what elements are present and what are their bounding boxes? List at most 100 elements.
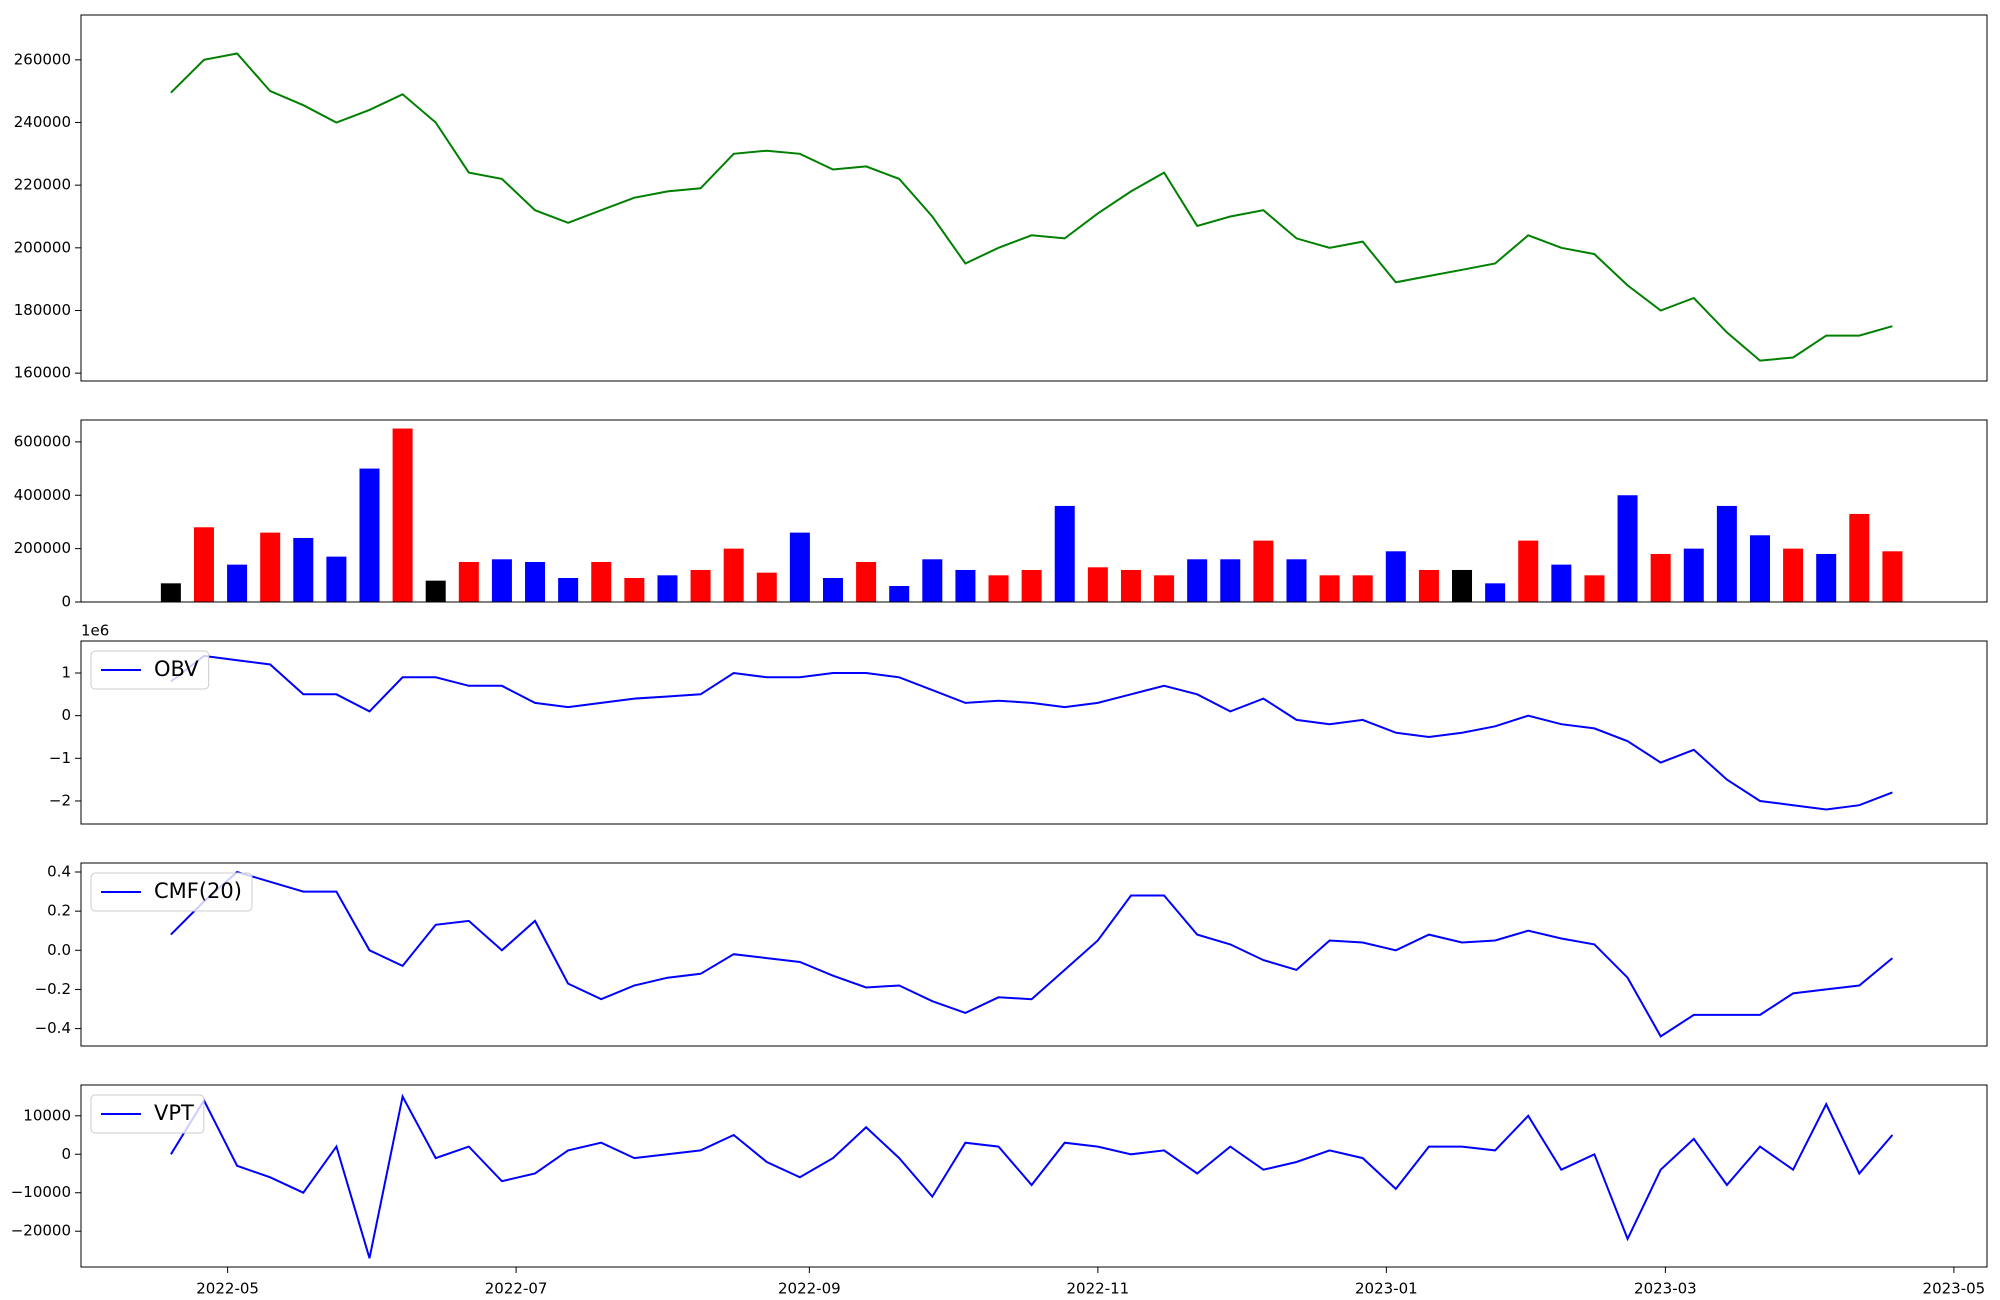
volume-bar (1683, 548, 1704, 602)
volume-bar (1783, 548, 1804, 602)
y-tick-label: 10000 (23, 1106, 71, 1124)
volume-bar (955, 569, 976, 602)
volume-bar (1154, 575, 1175, 602)
volume-bar (193, 527, 214, 602)
volume-bar (1054, 505, 1075, 602)
y-tick-label: 220000 (14, 176, 71, 194)
series-line (170, 870, 1894, 1038)
volume-bar (1551, 564, 1572, 602)
volume-bar (789, 532, 810, 602)
volume-bar (293, 537, 314, 602)
x-tick-label: 2022-05 (196, 1280, 259, 1298)
volume-bar (1452, 569, 1473, 602)
volume-bar (491, 559, 512, 602)
volume-bar (756, 572, 777, 602)
volume-bar (1418, 569, 1439, 602)
volume-bar (525, 561, 546, 602)
x-tick-label: 2022-11 (1067, 1280, 1130, 1298)
volume-bar (1021, 569, 1042, 602)
volume-bar (624, 577, 645, 602)
volume-bar (1220, 559, 1241, 602)
volume-bar (359, 468, 380, 602)
volume-bar (458, 561, 479, 602)
y-tick-label: 0.2 (47, 902, 71, 920)
y-tick-label: 0 (61, 593, 71, 611)
legend-box (90, 650, 210, 690)
volume-bar (1584, 575, 1605, 602)
volume-bar (1716, 505, 1737, 602)
volume-bar (1849, 513, 1870, 602)
legend-box (90, 872, 253, 912)
x-tick-label: 2023-01 (1355, 1280, 1418, 1298)
volume-bar (1518, 540, 1539, 602)
x-tick-label: 2023-05 (1923, 1280, 1986, 1298)
volume-bar (1882, 551, 1903, 602)
series-line (170, 52, 1893, 362)
volume-bar (1385, 551, 1406, 602)
y-tick-label: 200000 (14, 238, 71, 256)
volume-bar (690, 569, 711, 602)
volume-bar (1253, 540, 1274, 602)
axes-frame (80, 14, 1988, 382)
volume-bar (160, 583, 181, 602)
y-tick-label: −0.4 (35, 1019, 71, 1037)
x-tick-label: 2023-03 (1634, 1280, 1697, 1298)
y-tick-label: 240000 (14, 113, 71, 131)
y-tick-label: 400000 (14, 486, 71, 504)
volume-bar (1617, 495, 1638, 602)
volume-bar (1319, 575, 1340, 602)
volume-bar (1650, 553, 1671, 602)
volume-bar (889, 585, 910, 602)
y-tick-label: 180000 (14, 301, 71, 319)
y-tick-label: −0.2 (35, 980, 71, 998)
y-tick-label: −2 (49, 791, 71, 809)
volume-bar (1485, 583, 1506, 602)
axes-frame (80, 419, 1988, 603)
volume-bar (1087, 567, 1108, 602)
y-tick-label: 200000 (14, 539, 71, 557)
volume-bar (260, 532, 281, 602)
volume-bar (392, 428, 413, 602)
volume-bar (657, 575, 678, 602)
volume-bar (1749, 535, 1770, 602)
volume-bar (1187, 559, 1208, 602)
series-line (170, 654, 1893, 811)
y-tick-label: 600000 (14, 432, 71, 450)
volume-bar (591, 561, 612, 602)
volume-bar (227, 564, 248, 602)
y-tick-label: −1 (49, 749, 71, 767)
volume-bar (1286, 559, 1307, 602)
legend-label: OBV (154, 657, 199, 681)
legend-label: CMF(20) (154, 879, 242, 903)
y-tick-label: 1 (61, 663, 71, 681)
y-tick-label: 260000 (14, 50, 71, 68)
volume-bar (988, 575, 1009, 602)
legend-box (90, 1094, 205, 1134)
y-tick-label: −20000 (11, 1222, 71, 1240)
volume-bar (1816, 553, 1837, 602)
y-tick-label: 0 (61, 706, 71, 724)
volume-bar (1120, 569, 1141, 602)
volume-bar (558, 577, 579, 602)
axis-offset-label: 1e6 (81, 622, 109, 640)
volume-bar (326, 556, 347, 602)
axes-frame (80, 640, 1988, 825)
y-tick-label: 160000 (14, 364, 71, 382)
x-tick-label: 2022-09 (778, 1280, 841, 1298)
volume-bar (922, 559, 943, 602)
volume-bar (822, 577, 843, 602)
series-line (170, 1093, 1894, 1259)
y-tick-label: 0.4 (47, 863, 71, 881)
volume-bar (425, 580, 446, 602)
volume-bar (1352, 575, 1373, 602)
volume-bar (856, 561, 877, 602)
y-tick-label: 0 (61, 1145, 71, 1163)
x-tick-label: 2022-07 (485, 1280, 548, 1298)
volume-bar (723, 548, 744, 602)
axes-frame (80, 1084, 1988, 1268)
axes-frame (80, 862, 1988, 1047)
y-tick-label: 0.0 (47, 941, 71, 959)
legend-label: VPT (154, 1101, 194, 1125)
